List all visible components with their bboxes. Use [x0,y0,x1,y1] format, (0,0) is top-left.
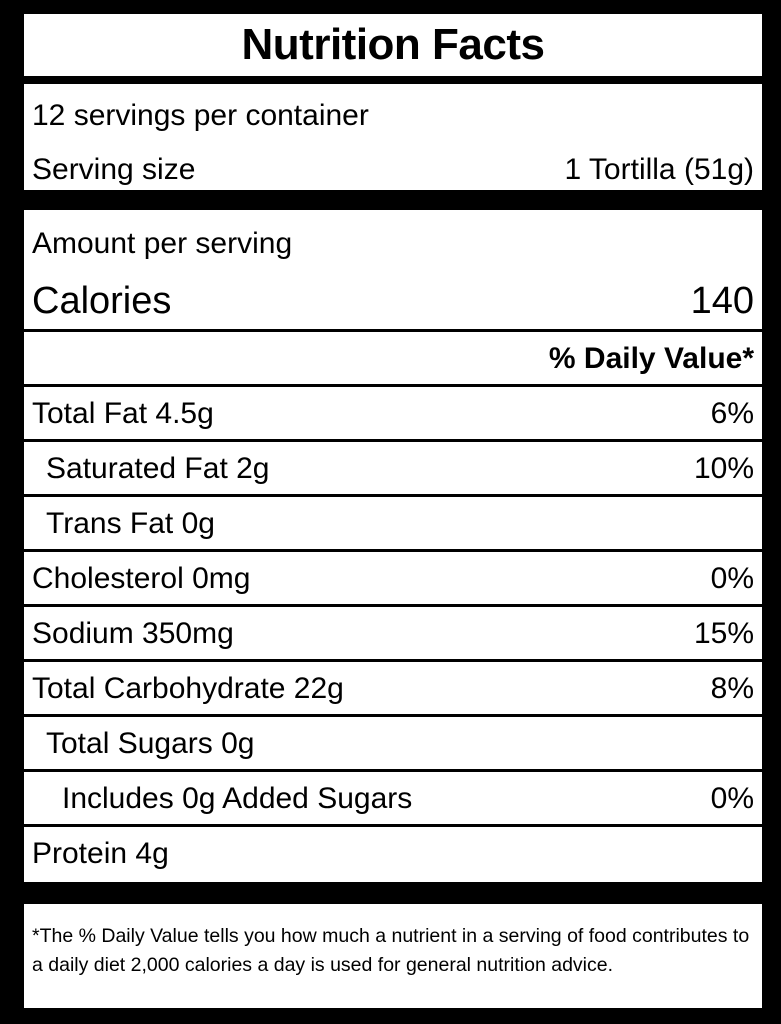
divider [24,384,762,387]
servings-per-container: 12 servings per container [32,99,369,132]
serving-size-row: Serving size 1 Tortilla (51g) [24,150,762,190]
nutrient-row-total-sugars: Total Sugars 0g [24,717,762,770]
nutrient-label: Total Fat 4.5g [32,396,214,430]
label-title: Nutrition Facts [241,20,545,69]
nutrient-dv: 8% [710,671,754,705]
nutrient-row-added-sugars: Includes 0g Added Sugars 0% [24,772,762,825]
nutrient-row-saturated-fat: Saturated Fat 2g 10% [24,442,762,495]
amount-per-serving: Amount per serving [32,227,293,260]
daily-value-footnote: *The % Daily Value tells you how much a … [32,925,750,976]
footnote-panel: *The % Daily Value tells you how much a … [24,904,762,1008]
calories-value: 140 [690,279,754,322]
divider [24,769,762,772]
calories-label: Calories [32,279,172,322]
nutrient-dv: 0% [710,781,754,815]
nutrient-label: Total Carbohydrate 22g [32,671,344,705]
nutrient-row-total-carbohydrate: Total Carbohydrate 22g 8% [24,662,762,715]
nutrient-label: Trans Fat 0g [46,506,215,540]
nutrient-dv: 6% [710,396,754,430]
divider [24,824,762,827]
divider [24,439,762,442]
nutrients-panel: Amount per serving Calories 140 % Daily … [24,210,762,882]
nutrient-label: Total Sugars 0g [46,726,255,760]
divider [24,494,762,497]
nutrient-dv: 10% [693,451,754,485]
nutrient-row-trans-fat: Trans Fat 0g [24,497,762,550]
serving-size-label: Serving size [32,153,196,186]
title-panel: Nutrition Facts [24,14,762,76]
amount-per-serving-row: Amount per serving [24,224,762,264]
serving-size-value: 1 Tortilla (51g) [564,153,754,186]
nutrient-label: Saturated Fat 2g [46,451,270,485]
nutrient-row-cholesterol: Cholesterol 0mg 0% [24,552,762,605]
daily-value-header-row: % Daily Value* [24,332,762,385]
nutrient-row-sodium: Sodium 350mg 15% [24,607,762,660]
calories-row: Calories 140 [24,274,762,328]
divider [24,329,762,332]
nutrient-row-total-fat: Total Fat 4.5g 6% [24,387,762,440]
nutrient-dv: 15% [693,616,754,650]
nutrient-row-protein: Protein 4g [24,827,762,880]
servings-per-container-row: 12 servings per container [24,96,762,136]
daily-value-header: % Daily Value* [548,341,754,375]
divider [24,714,762,717]
nutrient-label: Includes 0g Added Sugars [62,781,413,815]
nutrient-label: Protein 4g [32,836,169,870]
servings-panel: 12 servings per container Serving size 1… [24,84,762,190]
nutrient-label: Sodium 350mg [32,616,234,650]
divider [24,549,762,552]
nutrient-label: Cholesterol 0mg [32,561,251,595]
nutrient-dv: 0% [710,561,754,595]
divider [24,659,762,662]
divider [24,604,762,607]
